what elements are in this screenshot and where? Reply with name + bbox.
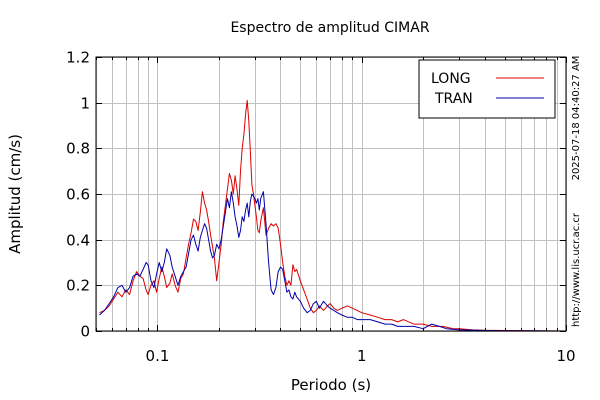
tick-labels: 0 0.2 0.4 0.6 0.8 1 1.2 0.1 1 10	[66, 49, 575, 366]
y-tick-label: 1.2	[66, 49, 90, 67]
series-line-tran	[99, 191, 567, 332]
x-tick-label: 1	[357, 347, 367, 365]
series-lines	[99, 99, 567, 332]
y-axis-label: Amplitud (cm/s)	[6, 134, 24, 254]
source-url-label: http://www.lis.ucr.ac.cr	[571, 212, 582, 327]
x-tick-label: 0.1	[146, 347, 170, 365]
legend: LONG TRAN	[418, 59, 556, 119]
axis-ticks	[96, 57, 567, 332]
y-tick-label: 0.8	[66, 140, 90, 158]
y-tick-label: 1	[80, 95, 90, 113]
y-tick-label: 0.6	[66, 186, 90, 204]
y-tick-label: 0	[80, 323, 90, 341]
y-tick-label: 0.2	[66, 277, 90, 295]
legend-box	[418, 59, 556, 119]
legend-label-tran: TRAN	[434, 91, 473, 107]
y-tick-label: 0.4	[66, 232, 90, 250]
x-tick-label: 10	[556, 347, 575, 365]
series-line-long	[99, 99, 567, 332]
timestamp-label: 2025-07-18 04:40:27 AM	[571, 56, 582, 181]
legend-label-long: LONG	[431, 71, 471, 87]
chart-title: Espectro de amplitud CIMAR	[230, 20, 429, 36]
x-axis-label: Periodo (s)	[291, 376, 371, 394]
